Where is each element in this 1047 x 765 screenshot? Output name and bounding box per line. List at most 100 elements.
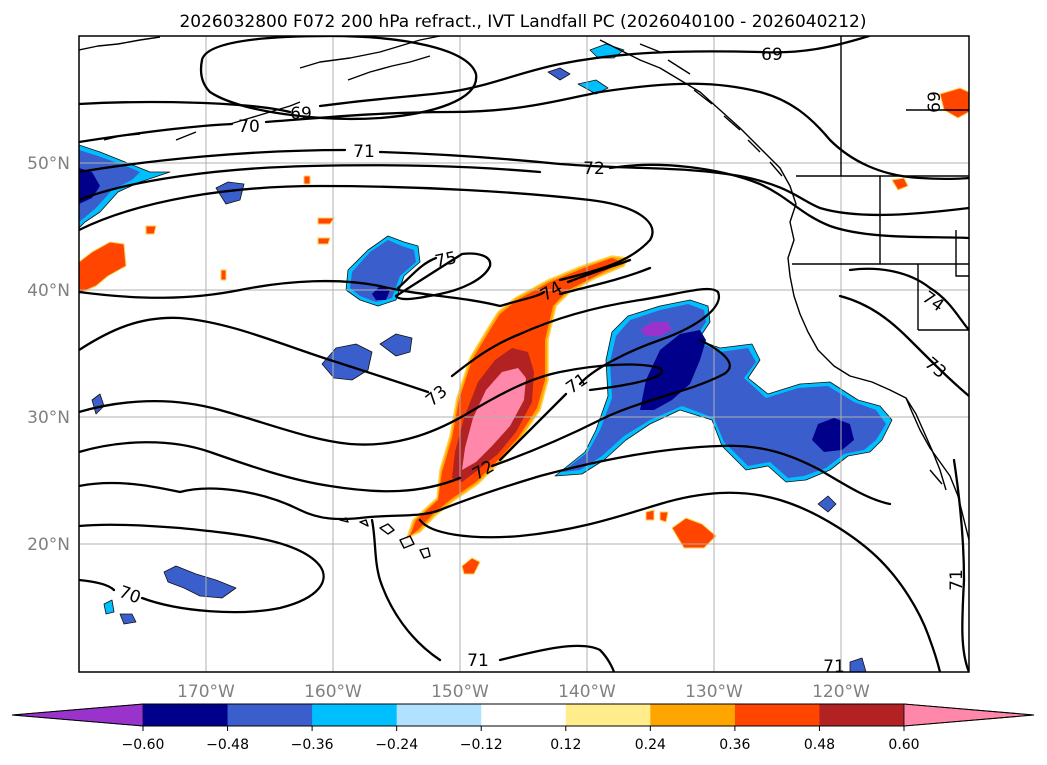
pos-blob-mid-2 [317, 237, 331, 245]
colorbar-tick-label: −0.36 [291, 737, 334, 753]
contour-label-75: 75 [433, 248, 458, 272]
lat-label-30n: 30°N [27, 408, 70, 428]
neg-blob-small-6 [817, 495, 837, 513]
colorbar-tick-label: −0.48 [206, 737, 249, 753]
lon-label-150w: 150°W [431, 682, 489, 702]
pos-blob-east-3 [659, 511, 669, 523]
contour-south-east [418, 491, 942, 672]
lat-label-50n: 50°N [27, 154, 70, 174]
positive-plume-core-pink [462, 368, 526, 470]
neg-blob-nw-edge-mid [79, 150, 140, 222]
lon-label-130w: 130°W [685, 682, 743, 702]
colorbar-ticks: −0.60 −0.48 −0.36 −0.24 −0.12 0.12 0.24 0.36 0.4… [122, 726, 920, 753]
refractivity-contours [79, 36, 969, 672]
colorbar-segment [819, 704, 905, 726]
neg-blob-small-7 [849, 657, 867, 672]
contour-69-north [79, 36, 871, 114]
colorbar-segment [143, 704, 229, 726]
pos-blob-mid-3 [145, 225, 157, 235]
contour-75-loop [394, 252, 492, 301]
contour-72-lower [79, 444, 892, 521]
pos-blob-mid-5 [303, 175, 311, 185]
neg-blob-sw-1 [321, 343, 373, 381]
neg-blob-sw-2 [379, 333, 413, 357]
map-frame [78, 35, 970, 673]
neg-blob-central-mid [350, 240, 416, 302]
colorbar-tick-label: −0.24 [375, 737, 418, 753]
negative-patch-navy-2 [812, 418, 854, 452]
contour-71-mid [79, 363, 663, 462]
colorbar-segment [650, 704, 736, 726]
hawaii-islands [339, 517, 431, 559]
pos-blob-mid-1 [317, 217, 335, 225]
colorbar-extend-low [11, 703, 144, 727]
contour-east-coast-73 [838, 294, 969, 398]
neg-blob-small-5 [577, 79, 609, 95]
lon-label-170w: 170°W [177, 682, 235, 702]
map-title: 2026032800 F072 200 hPa refract., IVT La… [179, 12, 866, 32]
neg-blob-nw-edge-navy [79, 168, 100, 204]
neg-blob-small-8 [103, 599, 115, 615]
colorbar-segment [312, 704, 398, 726]
colorbar-segment [481, 704, 567, 726]
neg-blob-small-9 [119, 613, 137, 625]
state-borders [792, 36, 969, 331]
colorbar-tick-label: 0.36 [719, 737, 750, 753]
contour-label-72a: 72 [583, 159, 605, 179]
colorbar-segment [565, 704, 651, 726]
contour-label-69c: 69 [925, 91, 945, 113]
contour-72-north [79, 163, 969, 240]
colorbar-tick-label: −0.60 [122, 737, 165, 753]
pos-blob-ne-small [891, 177, 909, 191]
contour-72-mid [79, 338, 731, 493]
contour-73 [79, 287, 721, 394]
contour-east-bottom [952, 458, 969, 672]
pos-blob-south [461, 557, 481, 575]
contour-east-coast-74 [848, 267, 969, 332]
negative-patch-purple [640, 322, 672, 336]
colorbar-tick-label: −0.12 [460, 737, 503, 753]
colorbar-segment [227, 704, 313, 726]
contour-label-71e: 71 [947, 569, 967, 591]
contour-label-71a: 71 [353, 142, 375, 162]
us-west-coast [789, 275, 969, 541]
contour-label-69a: 69 [761, 45, 783, 65]
lon-label-160w: 160°W [304, 682, 362, 702]
baja-coast [905, 397, 947, 491]
map-panel: 69 69 69 70 70 71 71 71 71 71 72 72 73 7… [78, 35, 970, 677]
colorbar-segment [396, 704, 482, 726]
contour-label-71d: 71 [823, 657, 845, 677]
neg-blob-hawaii [163, 565, 237, 599]
colorbar-segment [734, 704, 820, 726]
contour-70 [79, 82, 969, 181]
colorbar-extend-high [903, 703, 1035, 727]
contour-label-69b: 69 [290, 104, 312, 124]
se-alaska-bc-coast [599, 39, 797, 277]
contour-74 [79, 258, 632, 308]
colorbar: −0.60 −0.48 −0.36 −0.24 −0.12 0.12 0.24 0.36 0.4… [11, 703, 1035, 753]
contour-label-71c: 71 [467, 651, 489, 671]
contour-label-70a: 70 [238, 117, 260, 137]
colorbar-tick-label: 0.12 [550, 737, 581, 753]
lat-label-40n: 40°N [27, 281, 70, 301]
pos-blob-mid-4 [220, 269, 227, 281]
contour-71-south [370, 518, 616, 672]
colorbar-tick-label: 0.48 [804, 737, 835, 753]
lon-label-140w: 140°W [558, 682, 616, 702]
lat-label-20n: 20°N [27, 535, 70, 555]
neg-blob-small-4 [547, 67, 571, 81]
latitude-labels: 50°N 40°N 30°N 20°N [27, 154, 70, 555]
lon-label-120w: 120°W [812, 682, 870, 702]
colorbar-tick-label: 0.60 [888, 737, 919, 753]
pos-blob-east-1 [671, 517, 717, 549]
contour-70-south [79, 523, 325, 614]
contour-inner-ridge [79, 184, 654, 296]
negative-patch-navy-1 [640, 330, 706, 410]
neg-blob-small-1 [215, 181, 245, 205]
longitude-labels: 170°W 160°W 150°W 140°W 130°W 120°W [177, 682, 870, 702]
graticule [79, 36, 969, 672]
colorbar-segments [11, 703, 1035, 727]
colorbar-tick-label: 0.24 [635, 737, 666, 753]
pos-blob-east-2 [645, 509, 655, 521]
